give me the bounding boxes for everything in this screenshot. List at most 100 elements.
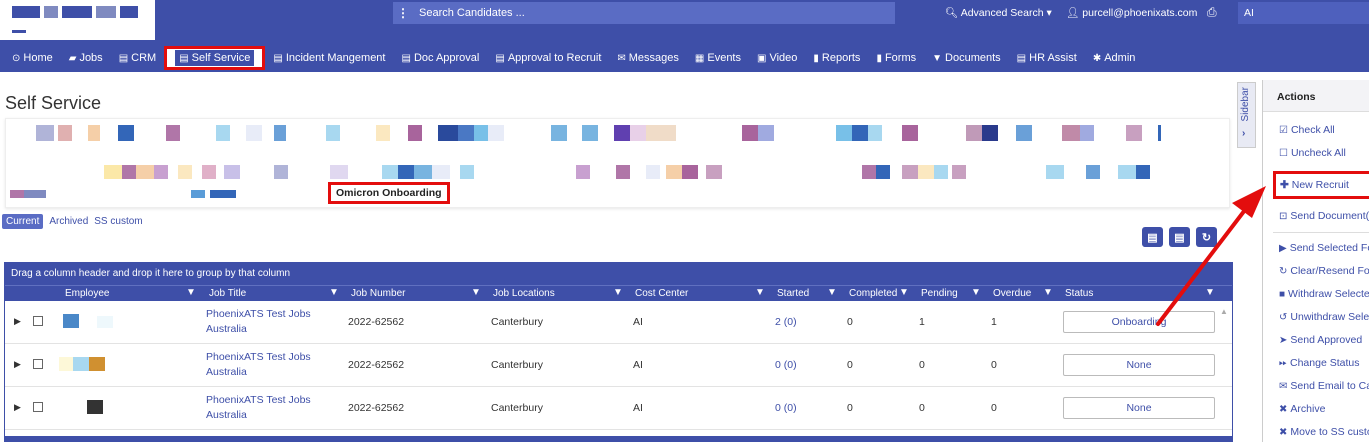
column-completed[interactable]: Completed — [849, 288, 898, 299]
nav-forms[interactable]: ▮ Forms — [876, 52, 917, 64]
unwithdraw-action[interactable]: ↺ Unwithdraw Sele — [1279, 311, 1369, 323]
check-all-action[interactable]: ☑ Check All — [1279, 124, 1335, 136]
table-row[interactable]: ▶ PhoenixATS Test Jobs Australia 2022-62… — [5, 387, 1232, 430]
omicron-onboarding-form[interactable]: Omicron Onboarding — [328, 182, 450, 204]
sidebar-toggle[interactable]: Sidebar › — [1237, 82, 1256, 148]
nav-hr-assist[interactable]: ▤ HR Assist — [1016, 52, 1077, 64]
status-button[interactable]: None — [1063, 354, 1215, 376]
filter-icon[interactable]: ▼ — [186, 287, 196, 298]
nav-jobs[interactable]: ▰ Jobs — [68, 52, 103, 64]
row-checkbox[interactable] — [33, 316, 43, 326]
started-count-link[interactable]: 0 (0) — [775, 359, 797, 371]
user-icon: 👤︎ — [1066, 7, 1080, 19]
nav-doc-approval[interactable]: ▤ Doc Approval — [401, 52, 480, 64]
search-candidates-input[interactable]: ⋮ Search Candidates ... — [393, 2, 895, 24]
logo[interactable] — [0, 0, 155, 40]
archive-action[interactable]: ✖ Archive — [1279, 403, 1326, 415]
envelope-icon: ✉ — [1279, 381, 1288, 392]
filter-icon[interactable]: ▼ — [827, 287, 837, 298]
send-selected-action[interactable]: ▶ Send Selected Fo — [1279, 242, 1369, 254]
chevron-right-icon: › — [1242, 128, 1246, 139]
filter-icon[interactable]: ▼ — [1205, 287, 1215, 298]
tab-ss-custom[interactable]: SS custom — [94, 216, 143, 227]
uncheck-all-action[interactable]: ☐ Uncheck All — [1279, 147, 1346, 159]
filter-icon[interactable]: ▼ — [329, 287, 339, 298]
filter-icon[interactable]: ▼ — [971, 287, 981, 298]
status-button[interactable]: Onboarding — [1063, 311, 1215, 333]
check-square-icon: ☑ — [1279, 125, 1288, 136]
job-location: Canterbury — [491, 316, 543, 328]
client-selector[interactable]: AI — [1238, 2, 1369, 24]
video-icon: ▣ — [757, 52, 767, 64]
job-title-link[interactable]: PhoenixATS Test Jobs Australia — [206, 308, 311, 335]
send-approved-action[interactable]: ➤ Send Approved — [1279, 334, 1363, 346]
column-status[interactable]: Status — [1065, 288, 1094, 299]
user-menu[interactable]: 👤︎ purcell@phoenixats.com — [1066, 7, 1198, 19]
started-count-link[interactable]: 2 (0) — [775, 316, 797, 328]
nav-admin[interactable]: ✱ Admin — [1092, 52, 1136, 64]
tab-current[interactable]: Current — [2, 214, 44, 229]
employee-avatar-redacted — [63, 314, 79, 328]
column-cost-center[interactable]: Cost Center — [635, 288, 689, 299]
cog-icon: ✱ — [1092, 52, 1102, 64]
column-employee[interactable]: Employee — [65, 288, 110, 299]
refresh-icon[interactable]: ↻ — [1196, 227, 1217, 247]
column-job-number[interactable]: Job Number — [351, 288, 406, 299]
nav-reports[interactable]: ▮ Reports — [813, 52, 861, 64]
started-count-link[interactable]: 0 (0) — [775, 402, 797, 414]
column-overdue[interactable]: Overdue — [993, 288, 1032, 299]
change-status-action[interactable]: ⏩︎ Change Status — [1279, 357, 1360, 369]
nav-incident-management[interactable]: ▤ Incident Mangement — [273, 52, 386, 64]
send-email-action[interactable]: ✉ Send Email to Ca — [1279, 380, 1369, 392]
expand-row-icon[interactable]: ▶ — [14, 402, 21, 412]
square-icon: ☐ — [1279, 148, 1288, 159]
doc-approval-icon: ▤ — [401, 52, 411, 64]
table-row[interactable]: ▶ PhoenixATS Test Jobs Australia 2022-62… — [5, 301, 1232, 344]
cost-center: AI — [633, 402, 643, 414]
filter-icon[interactable]: ▼ — [755, 287, 765, 298]
scroll-up-icon[interactable]: ▲ — [1220, 307, 1228, 316]
new-recruit-action[interactable]: ✚ New Recruit — [1273, 171, 1369, 199]
column-started[interactable]: Started — [777, 288, 810, 299]
kebab-menu-icon[interactable]: ⋮ — [397, 6, 409, 20]
table-row[interactable]: ▶ PhoenixATS Test Jobs Australia 2022-62… — [5, 344, 1232, 387]
expand-row-icon[interactable]: ▶ — [14, 359, 21, 369]
row-checkbox[interactable] — [33, 402, 43, 412]
nav-self-service[interactable]: ▤ Self Service — [164, 46, 266, 70]
group-by-hint[interactable]: Drag a column header and drop it here to… — [5, 263, 1232, 285]
column-pending[interactable]: Pending — [921, 288, 958, 299]
export-pdf-icon[interactable]: ▤ — [1169, 227, 1190, 247]
column-job-title[interactable]: Job Title — [209, 288, 247, 299]
column-job-locations[interactable]: Job Locations — [493, 288, 555, 299]
completed-count: 0 — [847, 359, 853, 371]
expand-row-icon[interactable]: ▶ — [14, 316, 21, 326]
move-to-ss-custom-action[interactable]: ✖ Move to SS custo — [1279, 426, 1369, 438]
grid-header: Employee ▼ Job Title ▼ Job Number ▼ Job … — [5, 285, 1232, 301]
employee-avatar-redacted — [87, 400, 103, 414]
nav-video[interactable]: ▣ Video — [757, 52, 798, 64]
status-button[interactable]: None — [1063, 397, 1215, 419]
job-location: Canterbury — [491, 359, 543, 371]
withdraw-action[interactable]: ■ Withdraw Selecte — [1279, 288, 1369, 300]
send-document-action[interactable]: ⊡ Send Document( — [1279, 210, 1369, 222]
nav-messages[interactable]: ✉ Messages — [617, 52, 679, 64]
nav-home[interactable]: ⊙ Home — [12, 52, 53, 64]
filter-icon[interactable]: ▼ — [899, 287, 909, 298]
clear-resend-action[interactable]: ↻ Clear/Resend Fo — [1279, 265, 1369, 277]
advanced-search-dropdown[interactable]: 🔍︎ Advanced Search ▾ — [945, 7, 1052, 19]
print-icon[interactable]: ⎙ — [1207, 5, 1217, 19]
nav-crm[interactable]: ▤ CRM — [118, 52, 157, 64]
home-icon: ⊙ — [12, 52, 21, 64]
overdue-count: 1 — [991, 316, 997, 328]
job-title-link[interactable]: PhoenixATS Test Jobs Australia — [206, 394, 311, 421]
filter-icon[interactable]: ▼ — [1043, 287, 1053, 298]
tab-archived[interactable]: Archived — [49, 216, 89, 227]
filter-icon[interactable]: ▼ — [471, 287, 481, 298]
export-excel-icon[interactable]: ▤ — [1142, 227, 1163, 247]
nav-events[interactable]: ▦ Events — [694, 52, 741, 64]
filter-icon[interactable]: ▼ — [613, 287, 623, 298]
nav-documents[interactable]: ▼ Documents — [932, 52, 1001, 64]
row-checkbox[interactable] — [33, 359, 43, 369]
job-title-link[interactable]: PhoenixATS Test Jobs Australia — [206, 351, 311, 378]
nav-approval-to-recruit[interactable]: ▤ Approval to Recruit — [495, 52, 602, 64]
